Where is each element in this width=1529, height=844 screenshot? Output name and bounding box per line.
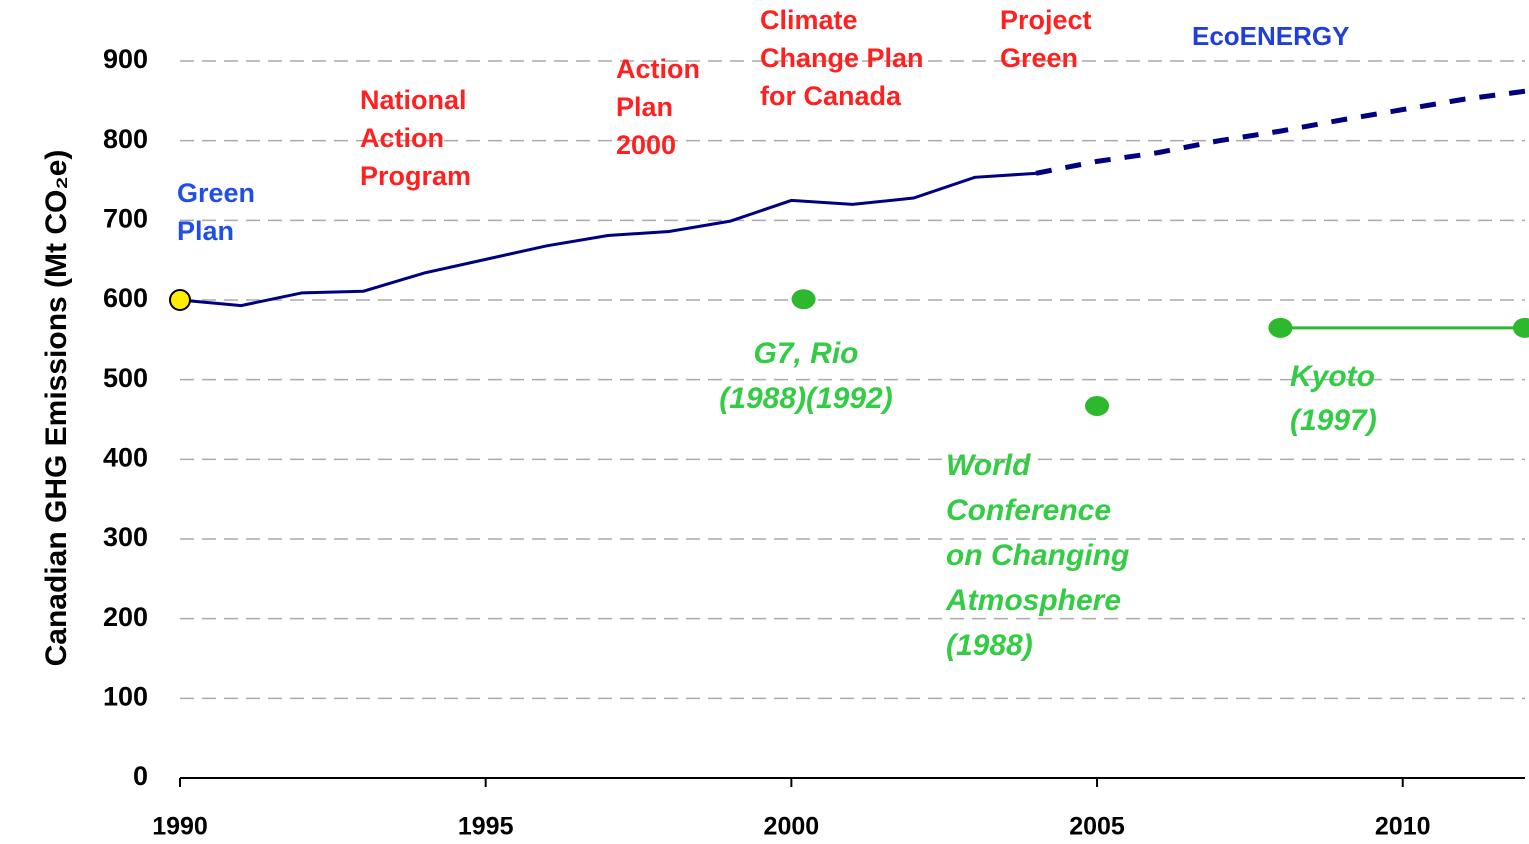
annotation: for Canada	[760, 81, 902, 111]
y-tick-label: 400	[103, 442, 148, 472]
annotation: EcoENERGY	[1192, 21, 1350, 51]
annotation: World	[946, 449, 1031, 482]
y-tick-label: 100	[103, 681, 148, 711]
series-line	[179, 171, 1037, 308]
annotation: Green	[177, 178, 255, 208]
y-tick-label: 300	[103, 522, 148, 552]
x-tick-label: 1990	[152, 813, 208, 841]
x-tick-label: 2010	[1375, 813, 1431, 841]
x-tick-label: 1995	[458, 813, 514, 841]
annotation: Plan	[177, 216, 234, 246]
annotation: Conference	[946, 494, 1111, 527]
annotation: Atmosphere	[945, 584, 1121, 617]
y-tick-label: 800	[103, 124, 148, 154]
x-tick-label: 2000	[764, 813, 820, 841]
data-point	[791, 289, 816, 310]
annotation: Plan	[616, 92, 673, 122]
y-tick-label: 500	[103, 363, 148, 393]
annotation: Green	[1000, 43, 1078, 73]
annotation: Program	[360, 161, 471, 191]
y-axis-label: Canadian GHG Emissions (Mt CO₂e)	[40, 150, 73, 667]
annotation: Action	[360, 123, 444, 153]
annotation: National	[360, 85, 467, 115]
y-tick-label: 700	[103, 203, 148, 233]
annotation: (1988)	[946, 629, 1033, 662]
y-tick-label: 900	[103, 44, 148, 74]
x-tick-label: 2005	[1069, 813, 1125, 841]
annotation: on Changing	[946, 539, 1129, 572]
data-point	[1268, 317, 1293, 338]
data-point	[1085, 395, 1110, 416]
y-tick-label: 200	[103, 602, 148, 632]
annotation: (1997)	[1290, 404, 1377, 437]
y-tick-label: 0	[133, 761, 148, 791]
series-line	[1035, 88, 1526, 176]
annotation: Action	[616, 54, 700, 84]
data-point	[1513, 317, 1529, 338]
annotation: G7, Rio	[753, 337, 858, 370]
annotation: Change Plan	[760, 43, 924, 73]
annotation: (1988)(1992)	[719, 382, 892, 415]
annotation: Climate	[760, 5, 858, 35]
annotation: Project	[1000, 5, 1092, 35]
annotation: 2000	[616, 130, 676, 160]
data-point	[169, 289, 191, 311]
annotation: Kyoto	[1290, 360, 1375, 393]
y-tick-label: 600	[103, 283, 148, 313]
